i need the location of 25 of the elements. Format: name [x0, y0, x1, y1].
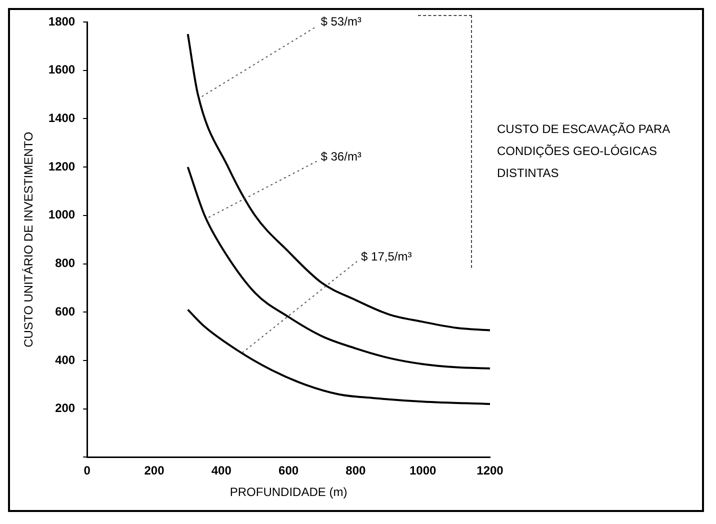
line-series — [186, 308, 490, 406]
x-tick-label: 400 — [211, 464, 232, 478]
x-tick-label: 1200 — [476, 464, 504, 478]
y-tick-label: 200 — [55, 401, 76, 416]
x-tick-label: 1000 — [410, 464, 437, 478]
y-tick-label: 1600 — [48, 62, 76, 77]
text: CUSTO DE ESCAVAÇÃO PARA CONDIÇÕES GEO-LÓGICAS DISTINTAS — [497, 121, 671, 182]
x-axis-title: PROFUNDIDADE (m) — [230, 485, 348, 500]
x-tick-label: 600 — [278, 464, 299, 478]
line-series — [186, 166, 490, 370]
x-tick-label: 0 — [84, 464, 91, 478]
y-tick-label: 1800 — [48, 14, 76, 28]
y-tick-label: 600 — [55, 304, 76, 318]
text: $ 36/m³ — [320, 150, 362, 164]
y-axis-title: CUSTO UNITÁRIO DE INVESTIMENTO — [22, 132, 36, 348]
text: $ 17,5/m³ — [361, 250, 412, 264]
y-tick-label: 1400 — [48, 111, 76, 126]
y-tick-label: 1000 — [48, 208, 76, 222]
y-tick-label: 1200 — [48, 159, 76, 174]
x-tick-label: 200 — [144, 464, 165, 478]
line-series — [186, 33, 490, 332]
text: $ 53/m³ — [320, 14, 362, 29]
y-tick-label: 400 — [55, 352, 76, 367]
y-tick-label: 800 — [55, 256, 76, 270]
x-tick-label: 800 — [346, 464, 366, 478]
